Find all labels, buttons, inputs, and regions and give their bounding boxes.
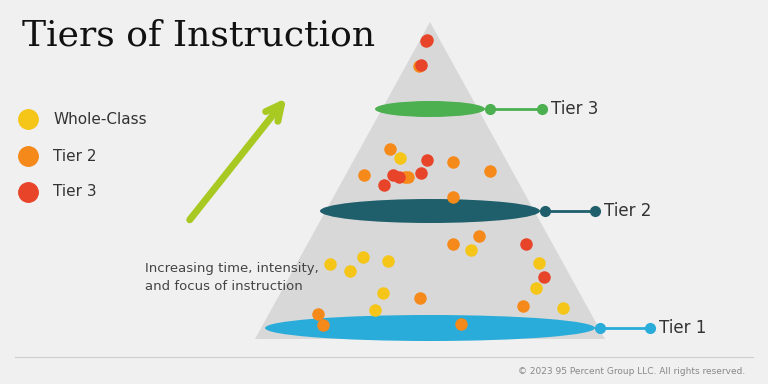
Ellipse shape: [265, 315, 595, 341]
Text: Tier 3: Tier 3: [551, 100, 598, 118]
Ellipse shape: [375, 101, 485, 117]
Text: Tier 2: Tier 2: [53, 149, 97, 164]
Ellipse shape: [320, 199, 540, 223]
Text: Tiers of Instruction: Tiers of Instruction: [22, 19, 375, 53]
Text: © 2023 95 Percent Group LLC. All rights reserved.: © 2023 95 Percent Group LLC. All rights …: [518, 366, 745, 376]
Text: Tier 3: Tier 3: [53, 184, 97, 200]
Text: Tier 2: Tier 2: [604, 202, 651, 220]
Polygon shape: [255, 22, 605, 339]
Text: Tier 1: Tier 1: [659, 319, 707, 337]
Text: Increasing time, intensity,
and focus of instruction: Increasing time, intensity, and focus of…: [145, 262, 319, 293]
Text: Whole-Class: Whole-Class: [53, 111, 147, 126]
